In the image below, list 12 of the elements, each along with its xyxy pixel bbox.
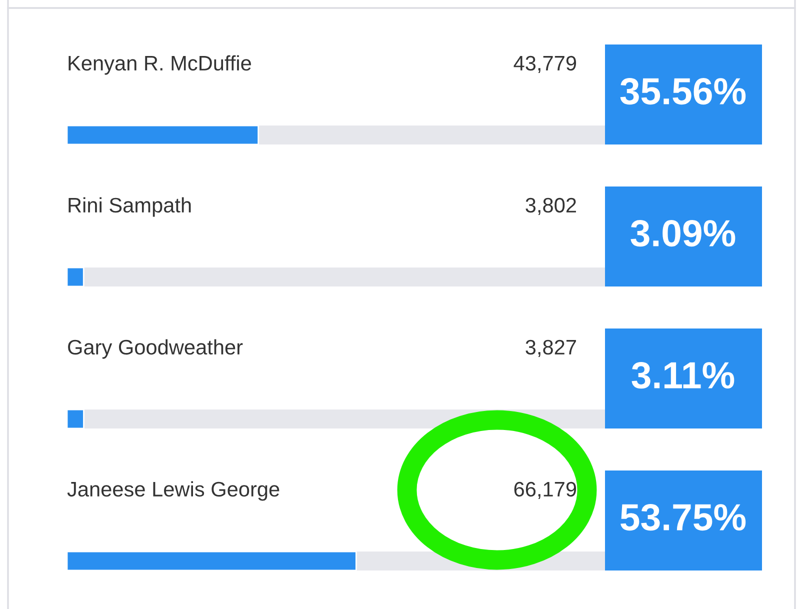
- data-label: 3.09%: [630, 220, 736, 247]
- data-label: 53.75%: [620, 504, 746, 531]
- y-tick-label: Kenyan R. McDuffie: [68, 55, 251, 75]
- data-label: 3.11%: [632, 362, 734, 389]
- annotation: 43,779: [514, 56, 576, 74]
- y-tick-label: Gary Goodweather: [68, 339, 243, 359]
- y-tick-label: Janeese Lewis George: [67, 481, 280, 501]
- annotation: 66,179: [514, 482, 576, 500]
- annotation: 3,827: [526, 340, 576, 358]
- y-tick-label: Rini Sampath: [68, 197, 191, 217]
- data-label: 35.56%: [620, 78, 746, 105]
- annotation: 3,802: [526, 198, 576, 216]
